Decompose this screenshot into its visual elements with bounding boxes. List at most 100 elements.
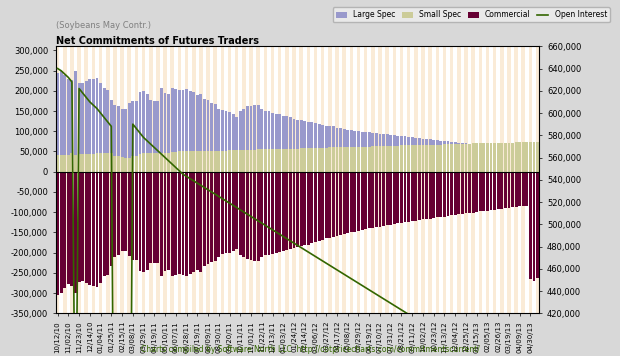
- Bar: [275, 149, 278, 172]
- Bar: [435, 46, 439, 313]
- Bar: [328, 46, 332, 313]
- Bar: [67, 172, 70, 284]
- Bar: [257, 172, 260, 261]
- Bar: [221, 46, 224, 313]
- Bar: [95, 153, 99, 172]
- Bar: [507, 46, 511, 313]
- Bar: [342, 46, 346, 313]
- Bar: [63, 75, 66, 172]
- Bar: [361, 132, 363, 172]
- Bar: [67, 79, 70, 172]
- Bar: [329, 126, 331, 172]
- Bar: [160, 88, 163, 172]
- Bar: [375, 172, 378, 227]
- Bar: [404, 172, 407, 222]
- Bar: [350, 130, 353, 172]
- Bar: [353, 147, 356, 172]
- Bar: [271, 149, 274, 172]
- Bar: [170, 172, 174, 276]
- Bar: [500, 46, 503, 313]
- Bar: [432, 145, 435, 172]
- Text: Net Commitments of Futures Traders: Net Commitments of Futures Traders: [56, 36, 259, 46]
- Bar: [489, 46, 493, 313]
- Bar: [321, 172, 324, 240]
- Bar: [178, 172, 181, 274]
- Bar: [332, 147, 335, 172]
- Bar: [335, 127, 339, 172]
- Bar: [275, 172, 278, 253]
- Bar: [521, 46, 525, 313]
- Bar: [439, 46, 443, 313]
- Bar: [453, 46, 457, 313]
- Bar: [267, 111, 270, 172]
- Bar: [224, 151, 228, 172]
- Bar: [411, 137, 414, 172]
- Bar: [146, 172, 149, 269]
- Bar: [529, 46, 532, 313]
- Bar: [321, 125, 324, 172]
- Bar: [124, 157, 127, 172]
- Bar: [311, 172, 313, 243]
- Bar: [386, 172, 389, 225]
- Bar: [282, 149, 285, 172]
- Bar: [393, 135, 396, 172]
- Bar: [418, 172, 421, 220]
- Bar: [257, 150, 260, 172]
- Bar: [364, 147, 367, 172]
- Bar: [303, 172, 306, 245]
- Bar: [81, 172, 84, 281]
- Bar: [461, 46, 464, 313]
- Bar: [78, 46, 81, 313]
- Bar: [153, 46, 156, 313]
- Bar: [89, 79, 91, 172]
- Bar: [228, 112, 231, 172]
- Bar: [213, 46, 217, 313]
- Bar: [56, 172, 59, 295]
- Bar: [278, 172, 281, 252]
- Bar: [450, 172, 453, 215]
- Bar: [257, 46, 260, 313]
- Bar: [396, 136, 399, 172]
- Bar: [497, 46, 500, 313]
- Bar: [60, 155, 63, 172]
- Bar: [515, 142, 518, 172]
- Bar: [242, 172, 246, 257]
- Bar: [92, 46, 95, 313]
- Bar: [214, 151, 216, 172]
- Bar: [458, 144, 460, 172]
- Bar: [106, 90, 109, 172]
- Bar: [264, 46, 267, 313]
- Bar: [414, 145, 417, 172]
- Bar: [339, 172, 342, 235]
- Bar: [275, 114, 278, 172]
- Bar: [124, 109, 127, 172]
- Bar: [117, 106, 120, 172]
- Bar: [497, 172, 500, 209]
- Bar: [346, 46, 350, 313]
- Bar: [192, 46, 195, 313]
- Bar: [486, 172, 489, 210]
- Bar: [425, 139, 428, 172]
- Bar: [110, 153, 113, 172]
- Bar: [467, 46, 471, 313]
- Bar: [117, 156, 120, 172]
- Text: Charts compiled by Software North LLC  http://cotpricecharts.com/commitmentscurr: Charts compiled by Software North LLC ht…: [141, 345, 479, 355]
- Bar: [203, 46, 206, 313]
- Bar: [128, 172, 131, 256]
- Bar: [174, 152, 177, 172]
- Bar: [533, 142, 536, 172]
- Bar: [410, 46, 414, 313]
- Bar: [347, 130, 349, 172]
- Bar: [71, 153, 73, 172]
- Bar: [440, 141, 442, 172]
- Bar: [249, 46, 253, 313]
- Bar: [196, 95, 199, 172]
- Bar: [404, 145, 407, 172]
- Bar: [508, 172, 510, 208]
- Bar: [311, 122, 313, 172]
- Bar: [314, 46, 317, 313]
- Bar: [353, 46, 356, 313]
- Bar: [307, 172, 310, 245]
- Bar: [428, 145, 432, 172]
- Bar: [56, 155, 59, 172]
